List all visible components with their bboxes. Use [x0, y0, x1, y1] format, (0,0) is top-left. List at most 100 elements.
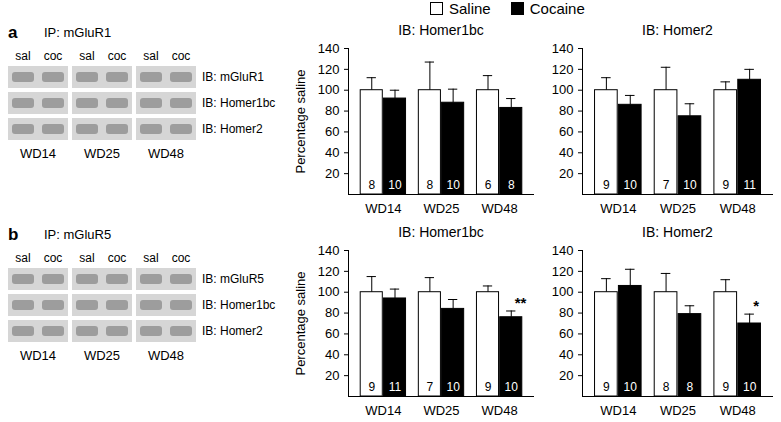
- svg-text:IB: Homer1bc: IB: Homer1bc: [202, 96, 275, 110]
- svg-text:IB: Homer2: IB: Homer2: [202, 122, 263, 136]
- svg-text:*: *: [753, 297, 759, 314]
- svg-text:8: 8: [687, 380, 694, 394]
- svg-text:11: 11: [743, 178, 756, 192]
- svg-text:100: 100: [318, 82, 340, 97]
- svg-text:IB: Homer1bc: IB: Homer1bc: [202, 298, 275, 312]
- svg-text:140: 140: [318, 41, 340, 56]
- svg-text:WD48: WD48: [482, 201, 518, 216]
- svg-text:WD48: WD48: [482, 403, 518, 418]
- svg-text:9: 9: [722, 380, 729, 394]
- svg-text:IB: mGluR5: IB: mGluR5: [202, 272, 264, 286]
- svg-text:10: 10: [624, 178, 638, 192]
- svg-text:IB: mGluR1: IB: mGluR1: [202, 70, 264, 84]
- svg-text:9: 9: [603, 178, 610, 192]
- svg-text:60: 60: [325, 326, 339, 341]
- svg-text:140: 140: [552, 243, 574, 258]
- svg-text:80: 80: [559, 305, 573, 320]
- svg-text:10: 10: [505, 380, 519, 394]
- svg-text:120: 120: [318, 62, 340, 77]
- svg-text:140: 140: [552, 41, 574, 56]
- svg-text:9: 9: [603, 380, 610, 394]
- svg-text:11: 11: [389, 380, 402, 394]
- svg-text:coc: coc: [44, 49, 63, 63]
- svg-text:10: 10: [446, 380, 460, 394]
- svg-text:40: 40: [559, 347, 573, 362]
- svg-text:10: 10: [743, 380, 757, 394]
- svg-text:40: 40: [325, 347, 339, 362]
- svg-text:WD14: WD14: [600, 403, 636, 418]
- svg-text:10: 10: [624, 380, 638, 394]
- svg-text:100: 100: [318, 284, 340, 299]
- svg-text:sal: sal: [143, 251, 158, 265]
- svg-text:WD14: WD14: [20, 146, 56, 161]
- svg-text:IP: mGluR5: IP: mGluR5: [44, 227, 111, 242]
- svg-text:20: 20: [325, 166, 339, 181]
- svg-text:sal: sal: [79, 251, 94, 265]
- svg-text:80: 80: [559, 103, 573, 118]
- svg-text:9: 9: [722, 178, 729, 192]
- svg-text:IP: mGluR1: IP: mGluR1: [44, 25, 111, 40]
- svg-text:9: 9: [368, 380, 375, 394]
- svg-text:7: 7: [663, 178, 670, 192]
- svg-text:sal: sal: [79, 49, 94, 63]
- svg-text:Percentage saline: Percentage saline: [293, 69, 308, 173]
- svg-text:9: 9: [485, 380, 492, 394]
- svg-text:140: 140: [318, 243, 340, 258]
- html-text:IB: Homer1bc: IB: Homer1bc: [398, 22, 484, 38]
- svg-text:WD48: WD48: [720, 201, 756, 216]
- svg-text:WD14: WD14: [365, 403, 401, 418]
- svg-text:20: 20: [559, 166, 573, 181]
- svg-text:sal: sal: [15, 49, 30, 63]
- svg-text:10: 10: [388, 178, 402, 192]
- svg-text:coc: coc: [44, 251, 63, 265]
- svg-text:WD25: WD25: [660, 201, 696, 216]
- svg-text:60: 60: [559, 326, 573, 341]
- html-text:Cocaine: Cocaine: [529, 0, 585, 17]
- svg-text:a: a: [8, 23, 18, 42]
- svg-text:8: 8: [427, 178, 434, 192]
- svg-text:WD48: WD48: [148, 146, 184, 161]
- svg-text:sal: sal: [15, 251, 30, 265]
- svg-text:WD25: WD25: [423, 403, 459, 418]
- svg-text:IB: Homer2: IB: Homer2: [202, 324, 263, 338]
- svg-text:10: 10: [446, 178, 460, 192]
- svg-text:coc: coc: [172, 251, 191, 265]
- svg-text:80: 80: [325, 103, 339, 118]
- svg-text:WD25: WD25: [423, 201, 459, 216]
- svg-text:40: 40: [325, 145, 339, 160]
- svg-text:WD14: WD14: [20, 348, 56, 363]
- svg-text:WD25: WD25: [660, 403, 696, 418]
- svg-text:WD14: WD14: [365, 201, 401, 216]
- svg-text:Percentage saline: Percentage saline: [293, 271, 308, 375]
- svg-text:80: 80: [325, 305, 339, 320]
- svg-text:10: 10: [683, 178, 697, 192]
- svg-text:20: 20: [325, 368, 339, 383]
- svg-text:sal: sal: [143, 49, 158, 63]
- svg-text:100: 100: [552, 82, 574, 97]
- svg-text:8: 8: [508, 178, 515, 192]
- svg-text:8: 8: [368, 178, 375, 192]
- svg-text:WD14: WD14: [600, 201, 636, 216]
- svg-text:coc: coc: [108, 251, 127, 265]
- svg-text:7: 7: [427, 380, 434, 394]
- svg-text:20: 20: [559, 368, 573, 383]
- svg-text:8: 8: [663, 380, 670, 394]
- svg-text:WD48: WD48: [720, 403, 756, 418]
- svg-text:120: 120: [552, 62, 574, 77]
- svg-text:coc: coc: [172, 49, 191, 63]
- svg-text:60: 60: [325, 124, 339, 139]
- svg-text:WD25: WD25: [84, 146, 120, 161]
- svg-text:120: 120: [552, 264, 574, 279]
- html-text:IB: Homer2: IB: Homer2: [642, 22, 713, 38]
- svg-text:120: 120: [318, 264, 340, 279]
- svg-text:WD48: WD48: [148, 348, 184, 363]
- html-text:Saline: Saline: [449, 0, 491, 17]
- svg-text:60: 60: [559, 124, 573, 139]
- svg-text:100: 100: [552, 284, 574, 299]
- svg-text:b: b: [8, 225, 18, 244]
- svg-text:6: 6: [485, 178, 492, 192]
- svg-text:40: 40: [559, 145, 573, 160]
- svg-text:coc: coc: [108, 49, 127, 63]
- svg-text:**: **: [515, 294, 527, 311]
- svg-text:WD25: WD25: [84, 348, 120, 363]
